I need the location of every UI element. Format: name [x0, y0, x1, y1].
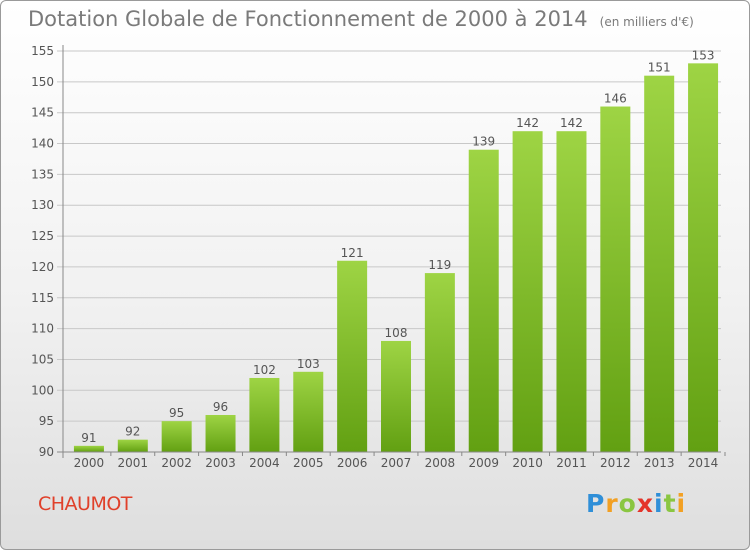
x-tick-label: 2013	[644, 456, 675, 470]
x-tick-label: 2004	[249, 456, 280, 470]
bar-value-label: 103	[297, 357, 320, 371]
logo-letter: t	[663, 489, 677, 518]
x-tick-label: 2005	[293, 456, 324, 470]
bar	[468, 149, 499, 452]
x-tick-label: 2006	[337, 456, 368, 470]
x-tick-label: 2000	[74, 456, 105, 470]
bar-value-label: 142	[560, 116, 583, 130]
labels: 90 95 100 105 110 115 120 125 130 135 140 145 150 155…	[31, 44, 718, 470]
bar-value-label: 139	[472, 135, 495, 149]
y-tick-label: 110	[31, 322, 54, 336]
x-tick-label: 2001	[118, 456, 149, 470]
y-tick-label: 155	[31, 44, 54, 58]
y-tick-label: 120	[31, 260, 54, 274]
x-tick-label: 2008	[425, 456, 456, 470]
bar-value-label: 142	[516, 116, 539, 130]
bar-value-label: 92	[125, 425, 140, 439]
bar	[424, 273, 455, 452]
y-tick-label: 125	[31, 229, 54, 243]
logo-letter: i	[676, 489, 687, 518]
y-tick-label: 135	[31, 167, 54, 181]
bar	[337, 260, 368, 452]
bar-value-label: 91	[81, 431, 96, 445]
y-tick-label: 145	[31, 106, 54, 120]
bar-value-label: 153	[692, 48, 715, 62]
y-tick-label: 115	[31, 291, 54, 305]
bar	[249, 377, 280, 452]
axes	[57, 45, 726, 458]
bar-value-label: 119	[428, 258, 451, 272]
x-tick-label: 2014	[688, 456, 719, 470]
bar-value-label: 95	[169, 406, 184, 420]
y-tick-label: 150	[31, 75, 54, 89]
logo-letter: o	[618, 489, 637, 518]
x-tick-label: 2003	[205, 456, 236, 470]
proxiti-logo[interactable]: Proxiti	[586, 489, 686, 518]
chart-title: Dotation Globale de Fonctionnement de 20…	[28, 7, 588, 31]
logo-letter: x	[636, 489, 654, 518]
bar	[556, 131, 587, 452]
y-tick-label: 90	[39, 445, 54, 459]
bar	[73, 445, 104, 452]
bar	[205, 414, 236, 452]
bar-value-label: 121	[341, 246, 364, 260]
logo-letter: r	[605, 489, 619, 518]
chart-title-row: Dotation Globale de Fonctionnement de 20…	[28, 7, 694, 31]
x-tick-label: 2012	[600, 456, 631, 470]
commune-name: CHAUMOT	[38, 493, 132, 515]
bar-value-label: 96	[213, 400, 228, 414]
bar	[600, 106, 631, 453]
bar	[381, 340, 411, 452]
logo-letter: i	[654, 489, 664, 518]
x-tick-label: 2009	[468, 456, 499, 470]
x-tick-label: 2002	[161, 456, 192, 470]
bar	[293, 371, 324, 452]
bar-value-label: 151	[648, 61, 671, 75]
bars	[73, 63, 719, 453]
bar	[644, 75, 675, 452]
y-tick-label: 140	[31, 137, 54, 151]
x-tick-label: 2007	[381, 456, 412, 470]
x-tick-label: 2011	[556, 456, 587, 470]
x-tick-label: 2010	[512, 456, 543, 470]
bar-value-label: 108	[385, 326, 408, 340]
bar	[512, 131, 543, 452]
bar-value-label: 146	[604, 92, 627, 106]
logo-letter: P	[586, 489, 606, 518]
bar	[161, 421, 192, 452]
chart-subtitle: (en milliers d'€)	[599, 15, 694, 29]
bar	[688, 63, 719, 452]
bar-value-label: 102	[253, 363, 276, 377]
bar	[117, 439, 148, 452]
y-tick-label: 130	[31, 198, 54, 212]
y-tick-label: 95	[39, 414, 54, 428]
y-tick-label: 100	[31, 383, 54, 397]
y-tick-label: 105	[31, 352, 54, 366]
